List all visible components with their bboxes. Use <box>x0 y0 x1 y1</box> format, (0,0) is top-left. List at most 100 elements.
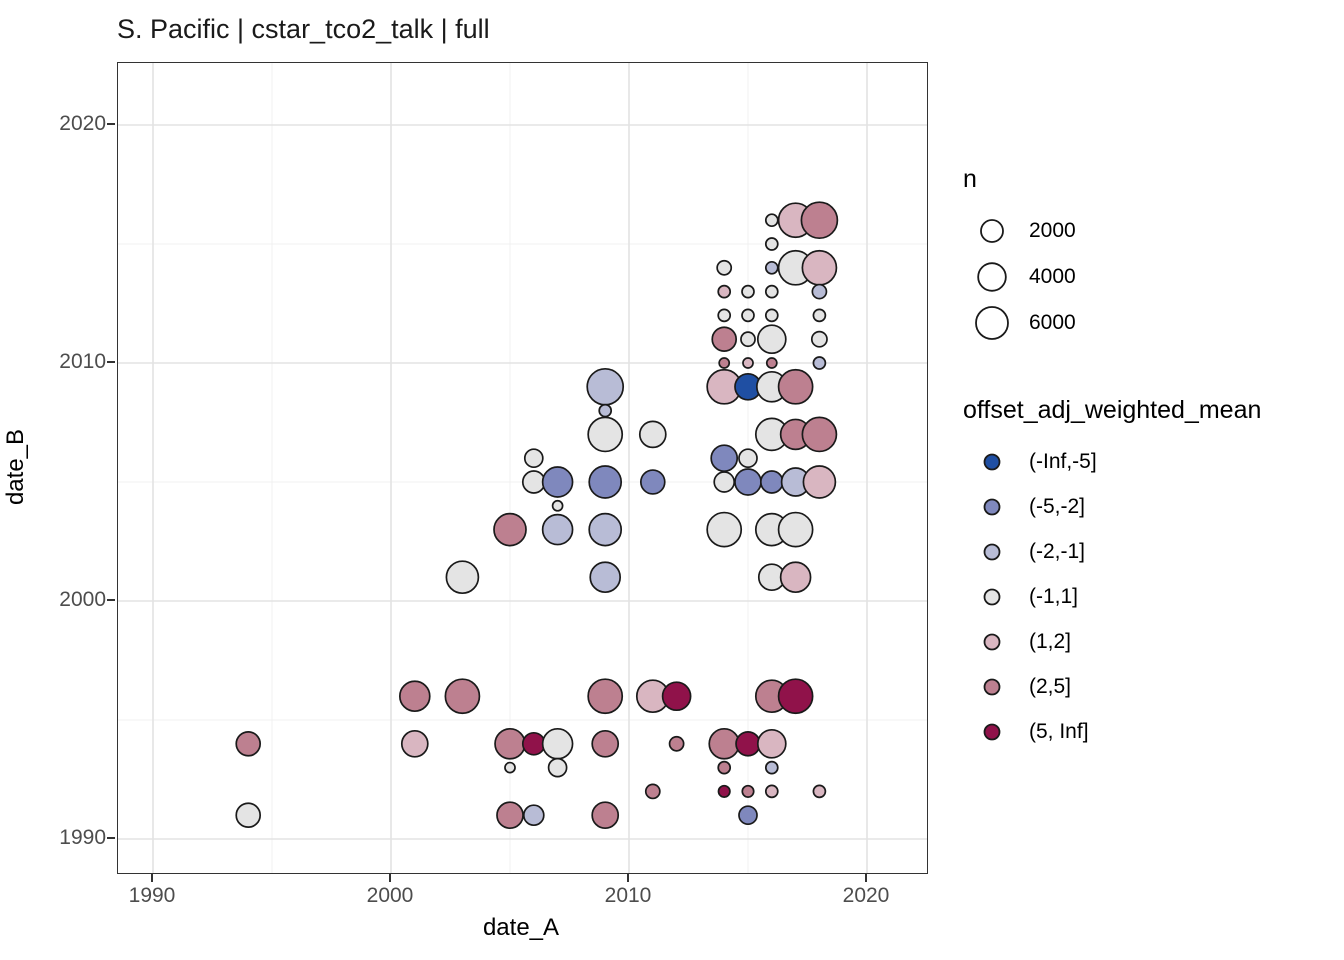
color-legend-label: (2,5] <box>1029 674 1072 698</box>
data-point <box>587 416 624 453</box>
data-point <box>764 213 779 228</box>
data-point <box>504 761 516 774</box>
color-legend-row: (-2,-1] <box>963 529 1261 574</box>
data-point <box>740 331 756 348</box>
data-point <box>541 466 574 498</box>
color-legend-key-circle <box>963 720 1021 744</box>
color-legend-key-circle <box>963 450 1021 474</box>
data-point <box>741 308 755 323</box>
data-point <box>661 681 692 712</box>
data-point <box>735 730 761 757</box>
data-point <box>586 367 625 406</box>
data-point <box>779 561 812 594</box>
data-point <box>711 326 738 353</box>
data-point <box>717 784 731 798</box>
data-point <box>756 324 787 355</box>
data-point <box>713 471 736 493</box>
data-point <box>445 560 480 595</box>
data-point <box>717 760 732 775</box>
size-legend-title: n <box>963 165 977 193</box>
color-legend-row: (1,2] <box>963 619 1261 664</box>
y-axis-tick <box>107 599 115 601</box>
data-point <box>764 308 779 323</box>
color-legend-row: (2,5] <box>963 664 1261 709</box>
y-tick-label: 2020 <box>59 112 106 135</box>
data-point <box>759 470 784 494</box>
data-point <box>708 727 741 760</box>
data-point <box>668 735 685 752</box>
data-point <box>717 284 732 299</box>
x-tick-label: 2010 <box>604 884 652 907</box>
data-point <box>812 308 827 323</box>
x-axis-tick <box>151 874 153 882</box>
y-tick-label: 2010 <box>59 350 106 373</box>
data-point <box>717 308 732 323</box>
data-point <box>742 357 754 369</box>
size-legend-label: 2000 <box>1029 219 1076 242</box>
data-point <box>541 513 574 546</box>
color-legend-key-circle <box>963 630 1021 654</box>
size-legend-row: 6000 <box>963 300 1076 346</box>
color-legend-row: (-1,1] <box>963 574 1261 619</box>
y-tick-label: 1990 <box>59 826 106 849</box>
data-point <box>718 357 731 369</box>
data-point <box>588 465 623 499</box>
data-point <box>741 784 755 798</box>
data-point <box>522 804 545 827</box>
size-legend-label: 6000 <box>1029 311 1076 334</box>
data-point <box>644 783 661 800</box>
x-axis-tick <box>627 874 629 882</box>
data-point <box>764 260 779 275</box>
data-point <box>811 283 828 300</box>
data-point <box>801 416 838 453</box>
y-axis-tick <box>107 837 115 839</box>
data-point <box>639 469 666 495</box>
data-point <box>547 757 568 778</box>
data-point <box>706 511 743 548</box>
data-point <box>521 470 546 494</box>
data-point <box>587 678 624 715</box>
y-tick-label: 2000 <box>59 588 106 611</box>
data-point <box>716 259 733 276</box>
color-legend-key-circle <box>963 540 1021 564</box>
size-legend-key-circle <box>963 211 1021 251</box>
size-legend-items: 2000 4000 6000 <box>963 208 1076 346</box>
data-point <box>800 201 839 240</box>
data-point <box>541 727 574 760</box>
x-tick-label: 2020 <box>842 884 890 907</box>
color-legend-items: (-Inf,-5] (-5,-2] (-2,-1] (-1,1] (1,2] (2,5] (… <box>963 439 1261 754</box>
data-point <box>521 731 546 756</box>
data-point <box>494 727 526 760</box>
data-point <box>523 448 544 469</box>
data-point <box>444 678 481 715</box>
data-point <box>777 678 814 715</box>
color-legend-row: (-5,-2] <box>963 484 1261 529</box>
color-legend: offset_adj_weighted_mean (-Inf,-5] (-5,-2… <box>963 396 1261 754</box>
color-legend-label: (-1,1] <box>1029 584 1079 608</box>
data-point <box>777 368 814 405</box>
data-point <box>738 805 758 826</box>
data-point <box>710 444 739 473</box>
data-point <box>756 728 787 759</box>
data-point <box>235 730 262 757</box>
size-legend-key-circle <box>963 303 1021 343</box>
data-point <box>589 561 622 594</box>
data-point <box>493 512 527 547</box>
size-legend-row: 4000 <box>963 254 1076 300</box>
size-legend-label: 4000 <box>1029 265 1076 288</box>
data-point <box>591 729 620 758</box>
data-point <box>801 249 838 286</box>
data-point <box>812 784 827 799</box>
data-point <box>734 468 762 496</box>
y-axis-title: date_B <box>2 428 29 506</box>
color-legend-row: (5, Inf] <box>963 709 1261 754</box>
x-axis-tick <box>389 874 391 882</box>
data-point <box>235 802 262 829</box>
data-point <box>496 801 524 830</box>
color-legend-label: (-Inf,-5] <box>1029 449 1097 473</box>
data-point <box>764 237 779 251</box>
data-point <box>738 448 758 469</box>
plot-panel <box>117 62 928 874</box>
data-point <box>810 330 828 348</box>
